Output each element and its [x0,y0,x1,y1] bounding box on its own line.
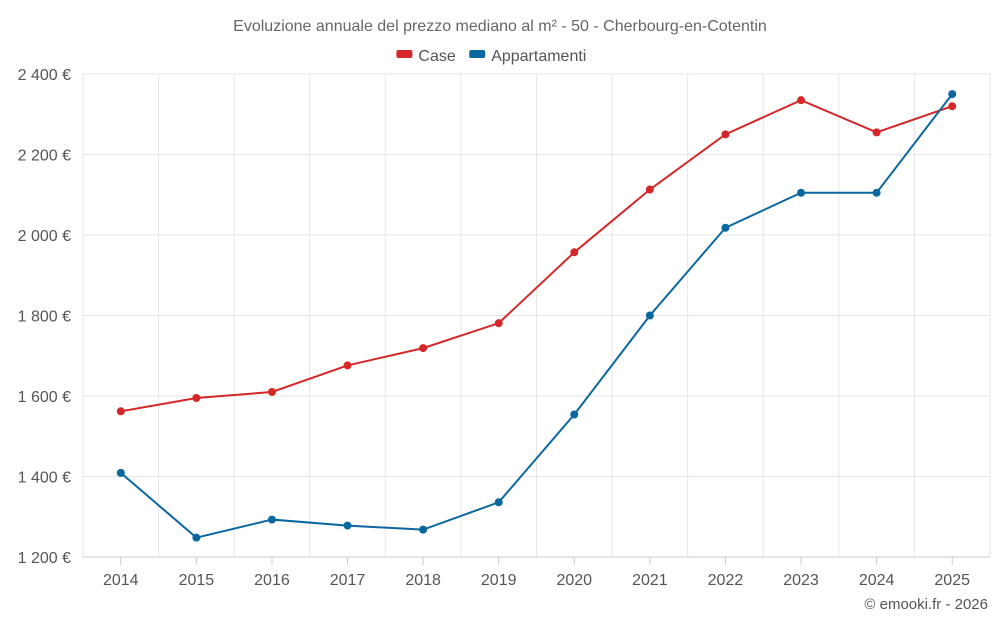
x-tick-label: 2025 [934,572,970,589]
y-tick-label: 2 400 € [18,67,71,84]
x-tick-label: 2014 [103,572,139,589]
x-axis: 2014 2015 2016 2017 2018 2019 2020 2021 2022 2023… [83,556,990,589]
data-point-case [872,128,881,137]
y-tick-label: 1 400 € [18,470,71,487]
x-tick-label: 2022 [708,572,744,589]
data-point-appartamenti [797,188,806,197]
chart-title: Evoluzione annuale del prezzo mediano al… [233,18,767,35]
x-tick-label: 2019 [481,572,517,589]
data-point-appartamenti [948,90,957,99]
data-point-case [948,102,957,111]
data-point-case [721,130,730,139]
x-tick-label: 2021 [632,572,668,589]
data-point-case [192,394,201,403]
data-point-appartamenti [343,521,352,530]
legend: Case Appartamenti [396,48,586,65]
data-point-appartamenti [192,533,201,542]
data-point-case [797,96,806,105]
x-tick-label: 2017 [330,572,366,589]
data-point-case [267,387,276,396]
data-point-case [570,248,579,257]
x-tick-label: 2023 [783,572,819,589]
legend-swatch-appartamenti [469,50,486,58]
data-point-case [419,344,428,353]
grid [82,73,991,557]
data-point-appartamenti [419,525,428,534]
legend-label-case: Case [418,48,455,65]
data-point-appartamenti [267,515,276,524]
x-tick-label: 2024 [859,572,895,589]
data-point-appartamenti [872,188,881,197]
y-tick-label: 1 600 € [18,389,71,406]
x-tick-label: 2016 [254,572,290,589]
y-tick-label: 1 200 € [18,550,71,567]
series-line-case [120,99,953,413]
legend-label-appartamenti: Appartamenti [491,48,586,65]
y-tick-label: 2 000 € [18,228,71,245]
data-point-case [494,319,503,328]
legend-swatch-case [396,50,413,58]
x-tick-label: 2015 [179,572,215,589]
data-point-appartamenti [494,498,503,507]
data-point-case [645,185,654,194]
series-line-appartamenti [120,93,954,539]
data-point-case [343,361,352,370]
data-point-case [116,407,125,416]
data-point-appartamenti [721,223,730,232]
y-tick-label: 2 200 € [18,148,71,165]
series-layer [116,90,957,542]
x-tick-label: 2018 [405,572,441,589]
data-point-appartamenti [645,311,654,320]
x-tick-label: 2020 [556,572,592,589]
data-point-appartamenti [116,468,125,477]
y-axis: 1 200 € 1 400 € 1 600 € 1 800 € 2 000 € 2 200… [18,67,71,567]
data-point-appartamenti [570,410,579,419]
credit-text: © emooki.fr - 2026 [864,596,988,613]
y-tick-label: 1 800 € [18,309,71,326]
